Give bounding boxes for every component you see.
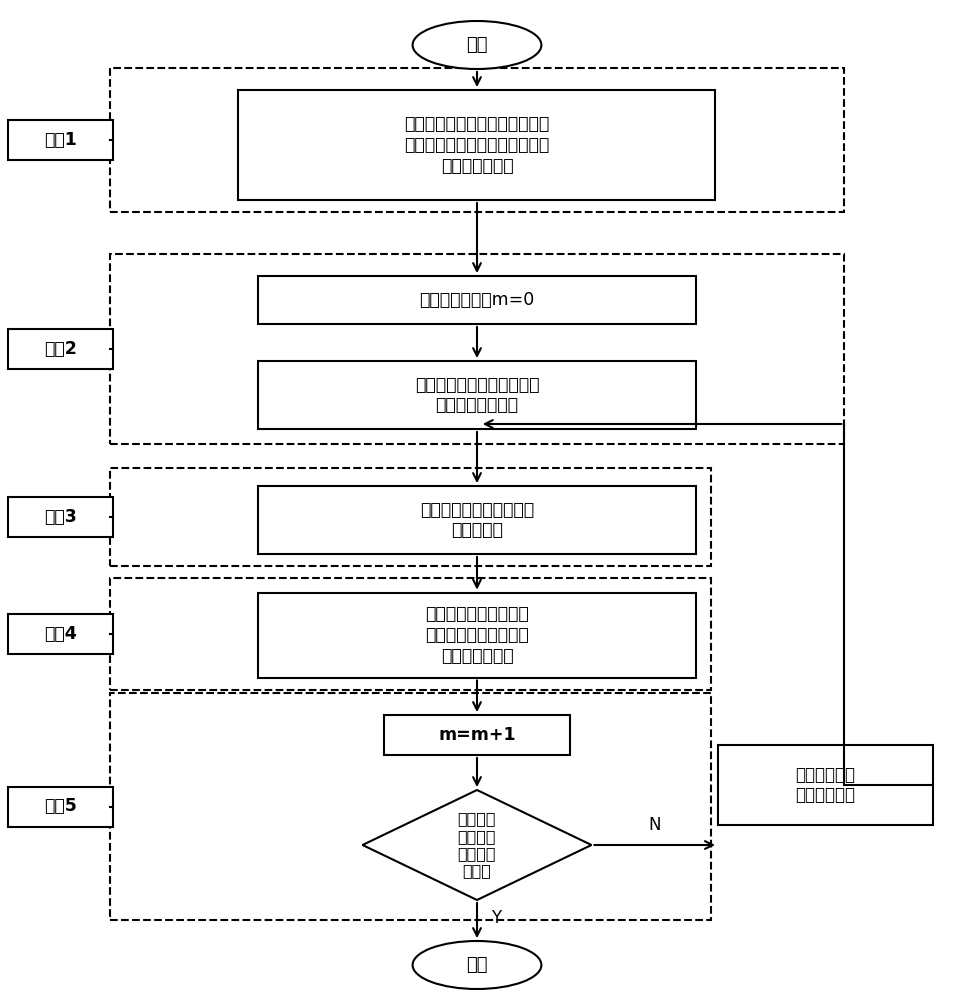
- Bar: [110, 693, 710, 920]
- Bar: [257, 486, 696, 554]
- Text: 直流耦合紧密区域内改进电
压稳定性因子计算: 直流耦合紧密区域内改进电 压稳定性因子计算: [415, 376, 538, 414]
- Bar: [110, 578, 710, 690]
- Text: 步骤1: 步骤1: [44, 131, 76, 149]
- Text: Y: Y: [491, 909, 500, 927]
- Bar: [257, 592, 696, 678]
- Bar: [257, 276, 696, 324]
- Bar: [383, 715, 569, 755]
- Text: 步骤4: 步骤4: [44, 624, 76, 643]
- Text: 排序第一的节
点安装调相机: 排序第一的节 点安装调相机: [795, 766, 854, 804]
- Bar: [110, 68, 843, 212]
- Text: m=m+1: m=m+1: [437, 726, 516, 744]
- Text: 对安装区域内所有节点
无功提升控制评估指标
进行计算并排序: 对安装区域内所有节点 无功提升控制评估指标 进行计算并排序: [425, 605, 528, 665]
- Text: 步骤3: 步骤3: [44, 508, 76, 526]
- Bar: [110, 468, 710, 566]
- Bar: [8, 329, 112, 369]
- Bar: [257, 361, 696, 429]
- Text: 结束: 结束: [466, 956, 487, 974]
- Text: 调相机安装节点m=0: 调相机安装节点m=0: [419, 291, 534, 309]
- Text: 开始: 开始: [466, 36, 487, 54]
- Bar: [110, 254, 843, 444]
- Ellipse shape: [412, 941, 541, 989]
- Text: 步骤2: 步骤2: [44, 340, 76, 358]
- Text: 潮流计算节点阻抗矩阵，求解多
馈入直流间交互作用因子，确定
调相机安装区域: 潮流计算节点阻抗矩阵，求解多 馈入直流间交互作用因子，确定 调相机安装区域: [404, 115, 549, 175]
- Bar: [8, 613, 112, 654]
- Text: N: N: [648, 816, 660, 834]
- Bar: [8, 786, 112, 826]
- Text: 步骤5: 步骤5: [44, 798, 76, 816]
- Bar: [8, 120, 112, 160]
- Text: 计算单个节点无功提升控
制评估指标: 计算单个节点无功提升控 制评估指标: [419, 501, 534, 539]
- Text: 调相机安
装容量是
否达到预
设目标: 调相机安 装容量是 否达到预 设目标: [457, 811, 496, 879]
- Bar: [8, 497, 112, 537]
- Bar: [238, 90, 715, 200]
- Bar: [717, 745, 931, 825]
- Polygon shape: [362, 790, 591, 900]
- Ellipse shape: [412, 21, 541, 69]
